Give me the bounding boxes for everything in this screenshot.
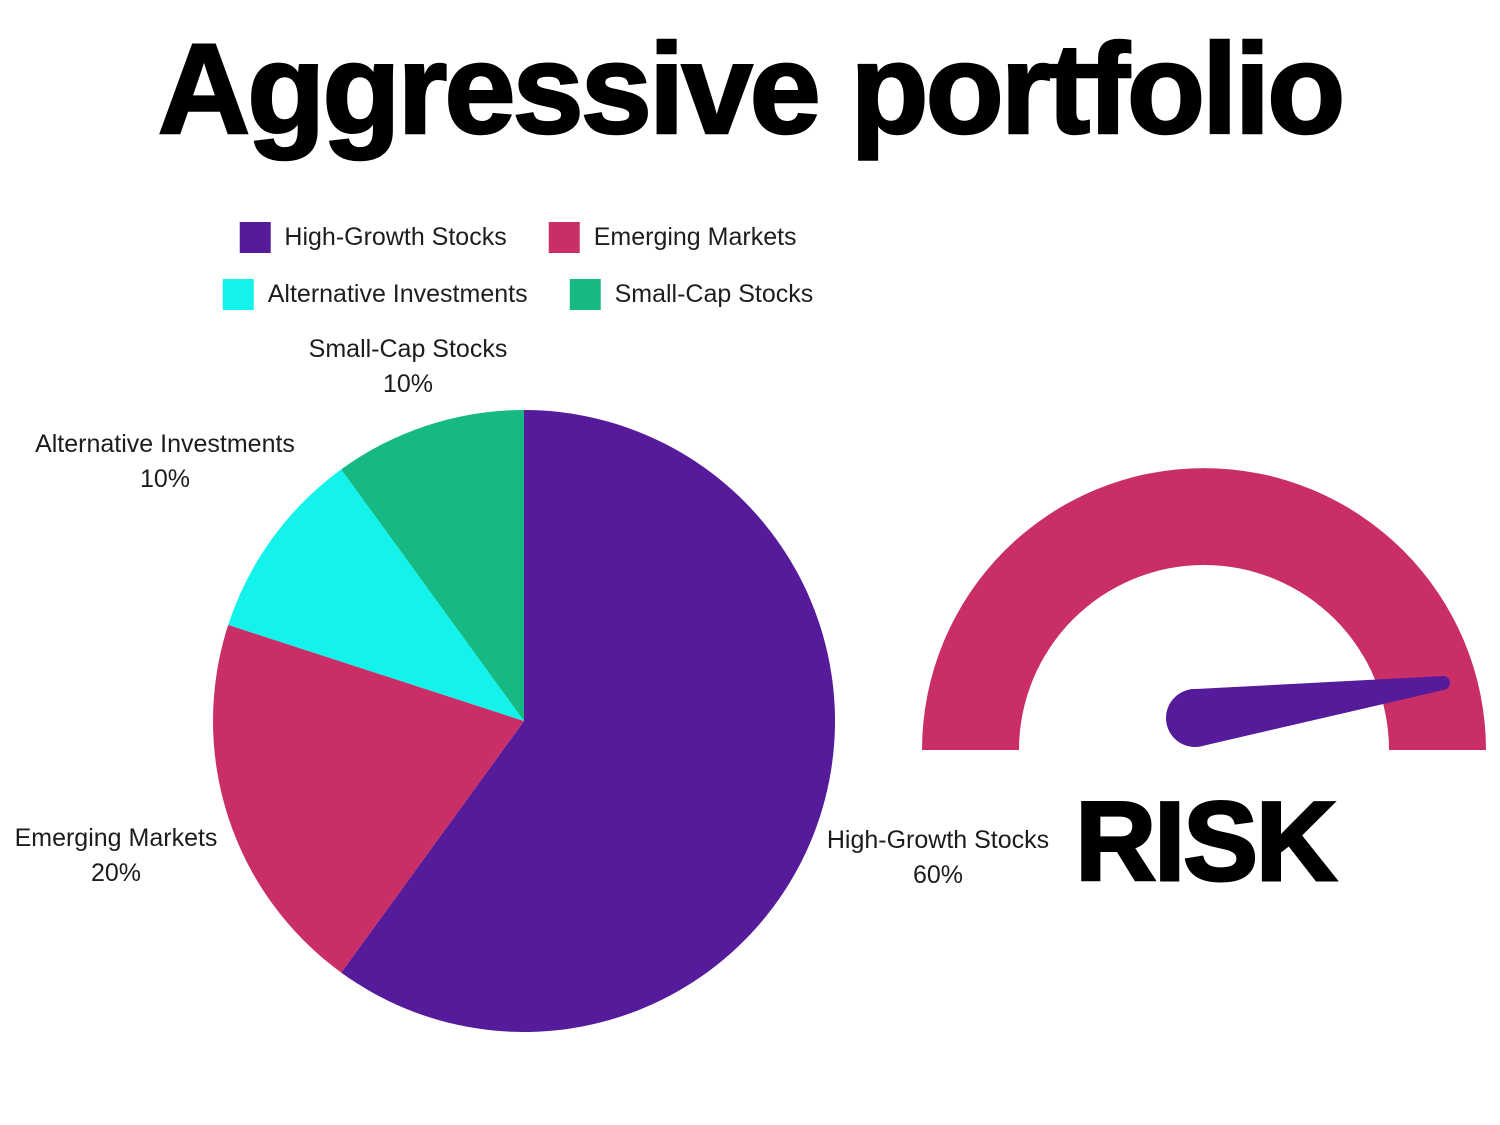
legend-item-emerging-markets: Emerging Markets bbox=[548, 222, 797, 253]
legend-label: Small-Cap Stocks bbox=[614, 280, 814, 308]
pie-slice-small-cap-stocks bbox=[341, 410, 524, 721]
gauge-needle-hub bbox=[1166, 689, 1224, 747]
pie-slice-alternative-investments bbox=[228, 469, 524, 721]
pie-label-value: 10% bbox=[139, 465, 191, 493]
gauge-needle bbox=[1190, 676, 1444, 747]
pie-label-value: 60% bbox=[912, 861, 964, 889]
pie-label-value: 10% bbox=[382, 370, 434, 398]
pie-label-emerging-markets: Emerging Markets 20% bbox=[15, 821, 218, 891]
pie-label-name: Alternative Investments bbox=[35, 430, 295, 458]
pie-label-value: 20% bbox=[90, 859, 142, 887]
legend-swatch-alternative-investments bbox=[222, 279, 254, 310]
gauge-needle-tip bbox=[1436, 676, 1450, 690]
pie-slice-emerging-markets bbox=[213, 624, 524, 973]
pie-label-small-cap-stocks: Small-Cap Stocks 10% bbox=[309, 332, 508, 402]
pie-label-alternative-investments: Alternative Investments 10% bbox=[35, 427, 295, 497]
legend-row: Alternative Investments Small-Cap Stocks bbox=[222, 279, 814, 310]
legend-swatch-emerging-markets bbox=[548, 222, 580, 253]
legend-swatch-high-growth-stocks bbox=[239, 222, 271, 253]
legend-item-alternative-investments: Alternative Investments bbox=[222, 279, 528, 310]
pie-slice-high-growth-stocks bbox=[341, 410, 835, 1032]
pie-label-name: Emerging Markets bbox=[14, 824, 218, 852]
legend-swatch-small-cap-stocks bbox=[569, 279, 601, 310]
legend-label: High-Growth Stocks bbox=[284, 223, 507, 251]
portfolio-pie-chart bbox=[213, 410, 835, 1032]
legend-item-small-cap-stocks: Small-Cap Stocks bbox=[569, 279, 814, 310]
risk-gauge-label: RISK bbox=[1074, 779, 1339, 904]
gauge-arc bbox=[922, 468, 1486, 750]
pie-label-name: High-Growth Stocks bbox=[826, 826, 1050, 854]
legend-label: Alternative Investments bbox=[267, 280, 528, 308]
legend-label: Emerging Markets bbox=[593, 223, 797, 251]
page-title: Aggressive portfolio bbox=[156, 17, 1346, 163]
legend-row: High-Growth Stocks Emerging Markets bbox=[239, 222, 797, 253]
pie-label-name: Small-Cap Stocks bbox=[308, 335, 508, 363]
legend-item-high-growth-stocks: High-Growth Stocks bbox=[239, 222, 507, 253]
pie-legend: High-Growth Stocks Emerging Markets Alte… bbox=[222, 222, 814, 310]
risk-gauge bbox=[922, 468, 1486, 750]
pie-label-high-growth-stocks: High-Growth Stocks 60% bbox=[827, 823, 1049, 893]
